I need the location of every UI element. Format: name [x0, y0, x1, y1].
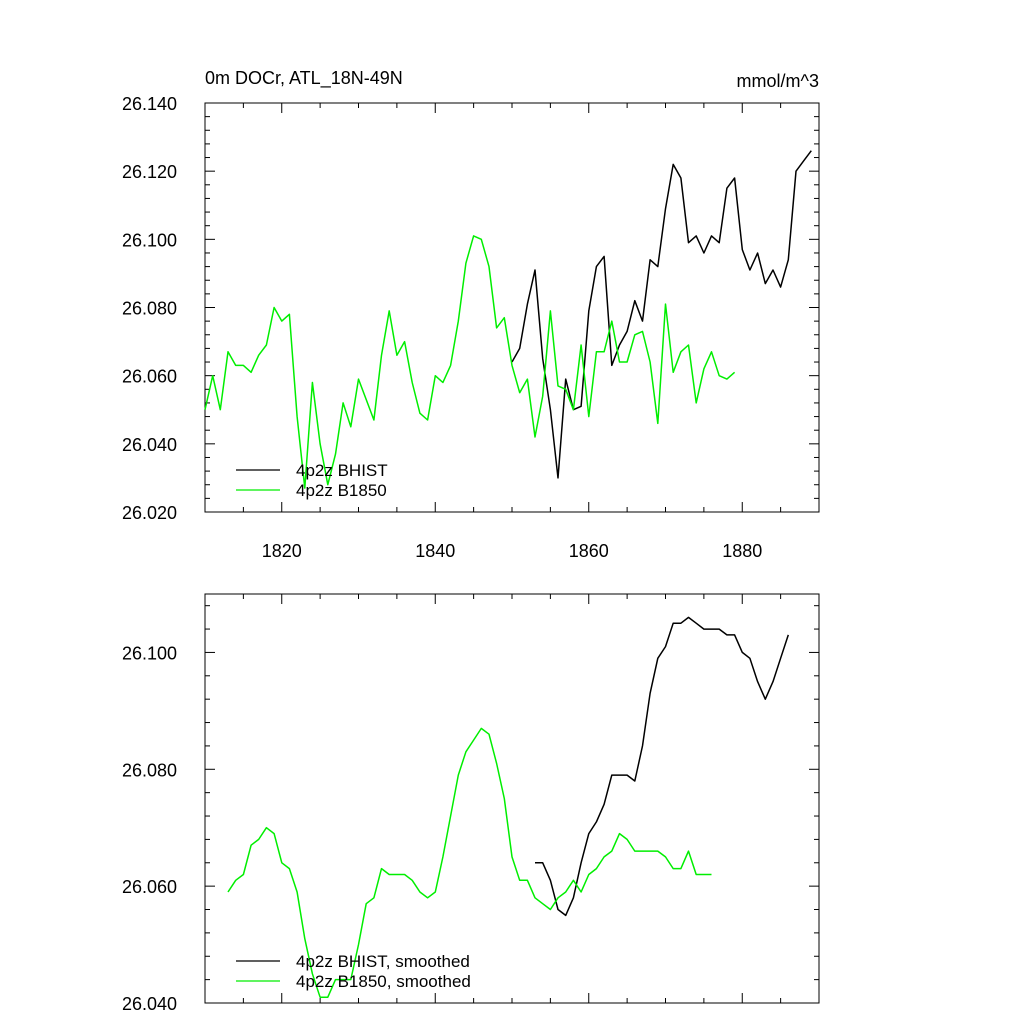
top-chart: 0m DOCr, ATL_18N-49N mmol/m^3 1820 1840 18…: [122, 68, 820, 561]
top-chart-legend: 4p2z BHIST 4p2z B1850: [236, 461, 388, 500]
top-xtick-label: 1820: [262, 541, 302, 561]
bottom-series-bhist-line: [535, 616, 790, 917]
bottom-chart: 26.040 26.060 26.080 26.100 4p2z BHIST, smo…: [122, 593, 820, 1014]
bottom-ytick-label: 26.080: [122, 760, 177, 780]
top-ytick-label: 26.060: [122, 367, 177, 387]
legend-label-b1850: 4p2z B1850: [296, 481, 387, 500]
top-chart-units: mmol/m^3: [737, 71, 819, 91]
top-chart-ticks: 1820 1840 1860 1880 26.020 26.040 26.060 26.080…: [122, 94, 820, 561]
top-ytick-label: 26.040: [122, 435, 177, 455]
top-xtick-label: 1840: [415, 541, 455, 561]
top-xtick-label: 1860: [569, 541, 609, 561]
top-ytick-label: 26.120: [122, 162, 177, 182]
top-series-bhist-line: [511, 150, 812, 479]
bottom-ytick-label: 26.040: [122, 994, 177, 1014]
legend-label-b1850-smoothed: 4p2z B1850, smoothed: [296, 972, 471, 991]
top-chart-frame: [204, 102, 820, 513]
bottom-ytick-label: 26.100: [122, 643, 177, 663]
bottom-chart-ticks: 26.040 26.060 26.080 26.100: [122, 594, 820, 1014]
top-chart-lines: [204, 150, 812, 489]
top-xtick-label: 1880: [722, 541, 762, 561]
legend-label-bhist-smoothed: 4p2z BHIST, smoothed: [296, 952, 470, 971]
top-chart-title: 0m DOCr, ATL_18N-49N: [205, 68, 403, 89]
top-ytick-label: 26.100: [122, 230, 177, 250]
top-ytick-label: 26.080: [122, 299, 177, 319]
bottom-chart-frame: [204, 593, 820, 1004]
legend-label-bhist: 4p2z BHIST: [296, 461, 388, 480]
bottom-ytick-label: 26.060: [122, 877, 177, 897]
bottom-series-b1850-line: [227, 727, 712, 998]
bottom-chart-legend: 4p2z BHIST, smoothed 4p2z B1850, smoothe…: [236, 952, 471, 991]
bottom-chart-lines: [227, 616, 790, 998]
top-ytick-label: 26.140: [122, 94, 177, 114]
top-ytick-label: 26.020: [122, 503, 177, 523]
top-series-b1850-line: [204, 235, 736, 489]
